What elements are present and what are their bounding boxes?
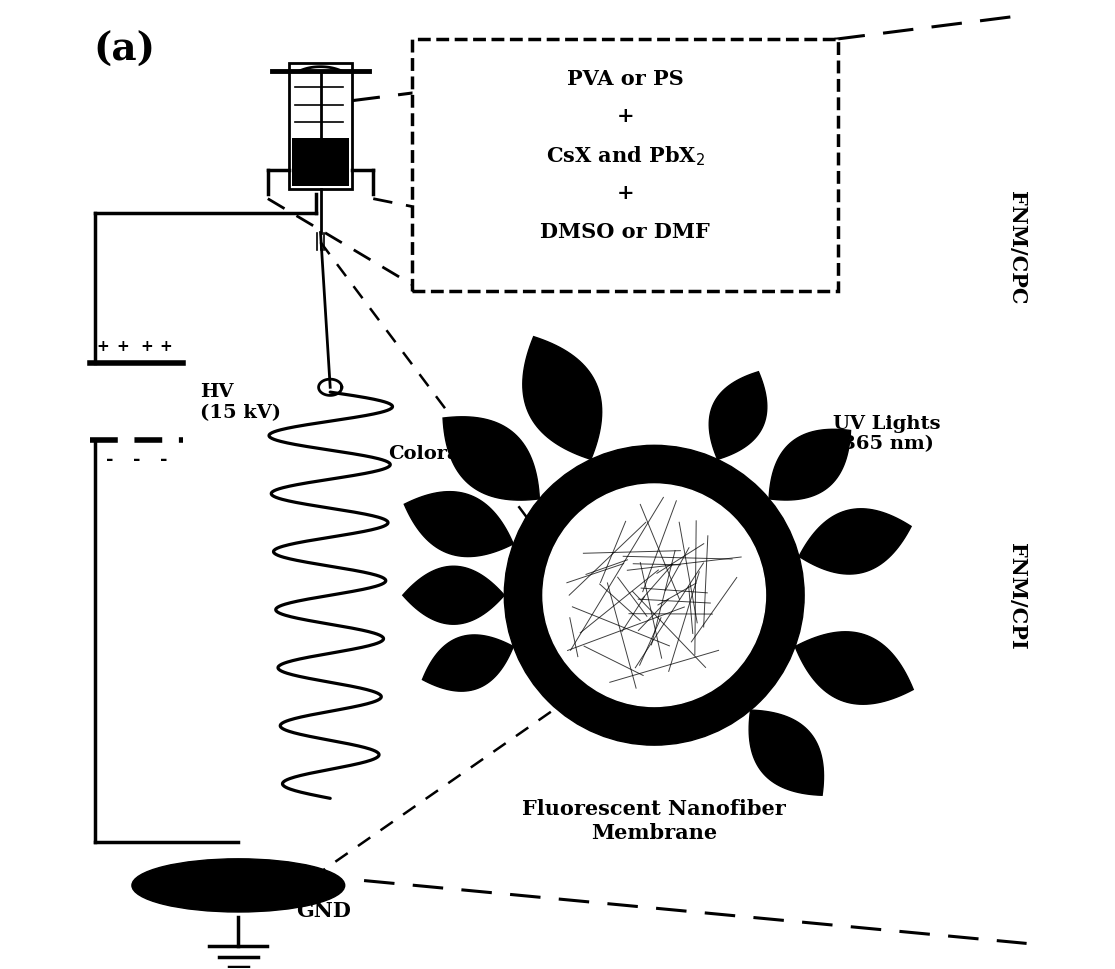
Text: +: + [116, 339, 128, 354]
Text: +: + [617, 106, 634, 126]
Bar [289, 64, 352, 190]
Text: +: + [159, 339, 172, 354]
Text: -: - [133, 451, 140, 469]
Text: +: + [97, 339, 109, 354]
Polygon shape [799, 510, 911, 575]
Text: Colorama: Colorama [388, 445, 494, 463]
Text: FNM/CPI: FNM/CPI [1007, 543, 1027, 649]
Text: DMSO or DMF: DMSO or DMF [541, 222, 710, 241]
Polygon shape [423, 636, 513, 692]
Polygon shape [795, 632, 913, 704]
Ellipse shape [132, 859, 345, 912]
Polygon shape [523, 337, 602, 460]
Text: (a): (a) [94, 30, 155, 69]
Polygon shape [443, 418, 540, 501]
Circle shape [504, 446, 804, 745]
Text: PVA or PS: PVA or PS [566, 69, 683, 89]
Text: CsX and PbX$_2$: CsX and PbX$_2$ [545, 144, 705, 168]
Text: +: + [617, 183, 634, 203]
Text: HV
(15 kV): HV (15 kV) [200, 383, 281, 422]
Bar [292, 140, 349, 187]
Polygon shape [749, 710, 824, 796]
Polygon shape [709, 372, 767, 460]
Polygon shape [405, 492, 513, 557]
Polygon shape [769, 430, 851, 501]
Circle shape [543, 484, 766, 706]
Text: Fluorescent Nanofiber
Membrane: Fluorescent Nanofiber Membrane [522, 798, 786, 842]
Polygon shape [403, 567, 504, 625]
Text: GND: GND [297, 899, 351, 920]
FancyBboxPatch shape [413, 40, 838, 292]
Text: -: - [106, 451, 114, 469]
Text: UV Lights
(365 nm): UV Lights (365 nm) [833, 415, 941, 453]
Text: -: - [161, 451, 167, 469]
Text: +: + [140, 339, 153, 354]
Text: FNM/CPC: FNM/CPC [1007, 191, 1027, 304]
